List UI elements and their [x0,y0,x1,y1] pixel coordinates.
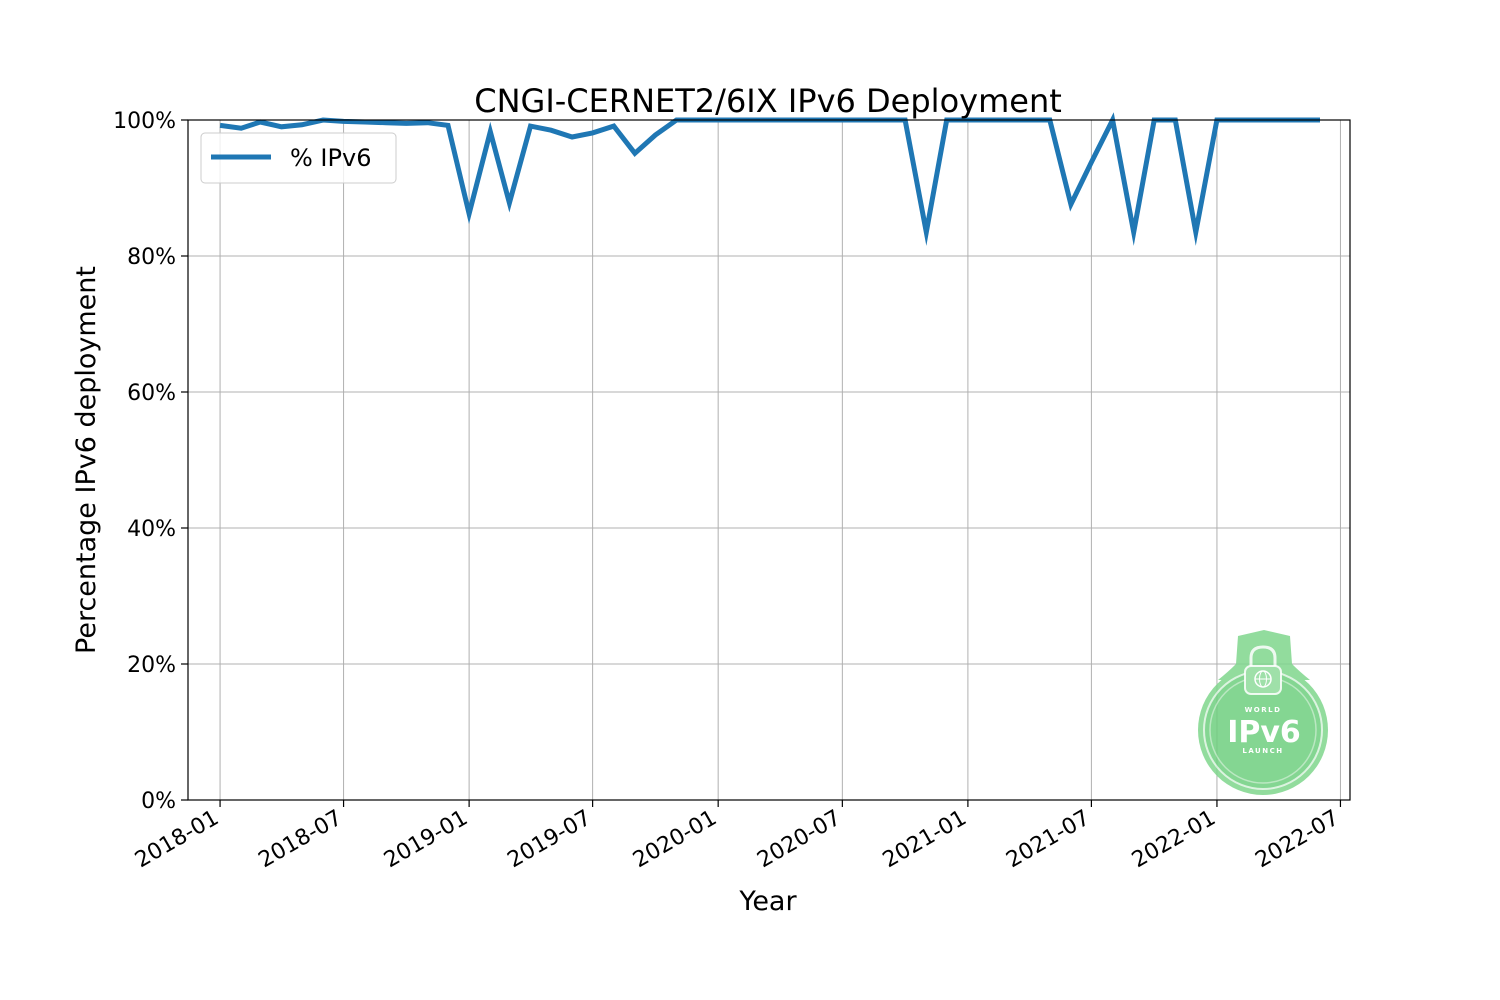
y-tick-label: 0% [141,789,176,814]
tick-layer: 0% 20% 40% 60% 80% 100% 2018-01 2018-07 2019-01 2… [113,109,1343,873]
padlock-body-icon [1244,665,1282,695]
badge-bottom-text: LAUNCH [1242,747,1283,755]
chart-title: CNGI-CERNET2/6IX IPv6 Deployment [474,82,1062,120]
x-tick-label: 2019-07 [504,806,596,874]
x-tick-label: 2019-01 [380,806,472,874]
legend: % IPv6 [200,132,397,184]
badge-tab-shape [1218,630,1310,680]
y-tick-label: 40% [127,517,176,542]
x-tick-label: 2021-01 [879,806,971,874]
badge-main-text: IPv6 [1227,715,1301,750]
x-tick-label: 2018-07 [254,806,346,874]
padlock-shackle-icon [1249,645,1277,668]
x-tick-label: 2018-01 [131,806,223,874]
legend-box [200,132,397,184]
x-tick-label: 2022-01 [1128,806,1220,874]
x-tick-label: 2022-07 [1251,806,1343,874]
y-tick-label: 100% [113,109,176,134]
y-tick-label: 20% [127,653,176,678]
x-tick-label: 2020-07 [753,806,845,874]
x-tick-label: 2021-07 [1002,806,1094,874]
x-axis-label: Year [738,886,797,917]
plot-frame [187,119,1351,801]
grid [188,119,1350,801]
badge-top-text: WORLD [1245,706,1282,714]
y-tick-label: 60% [127,381,176,406]
world-ipv6-launch-badge: WORLD IPv6 LAUNCH [1198,630,1328,795]
x-tick-label: 2020-01 [629,806,721,874]
legend-label: % IPv6 [290,144,371,172]
y-tick-label: 80% [127,245,176,270]
y-axis-label: Percentage IPv6 deployment [71,266,102,654]
